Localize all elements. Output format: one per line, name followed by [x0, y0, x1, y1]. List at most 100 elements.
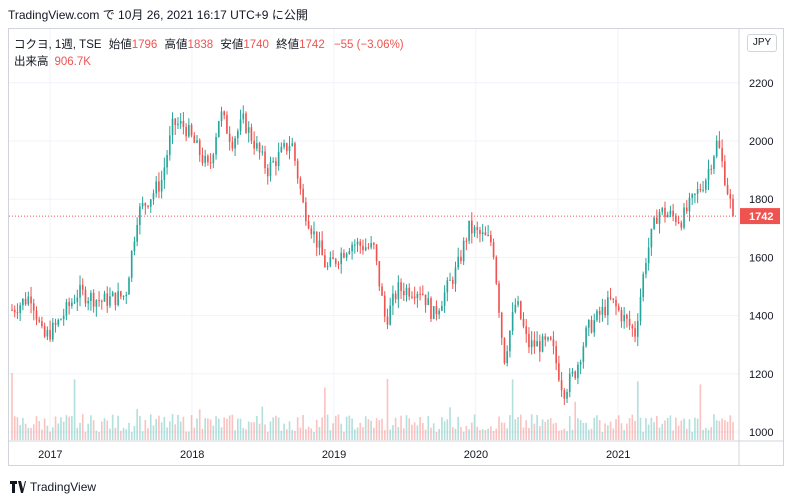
volume-bar — [397, 427, 400, 440]
candle-body — [541, 336, 544, 352]
volume-legend: 出来高 906.7K — [14, 53, 91, 69]
candle-body — [389, 305, 392, 325]
candle-body — [231, 141, 234, 149]
volume-bar — [76, 427, 79, 440]
candle-body — [511, 312, 514, 331]
volume-bar — [38, 421, 41, 440]
candle-body — [351, 244, 353, 252]
candle-body — [32, 303, 35, 311]
candle-body — [60, 319, 62, 321]
candle-body — [261, 151, 264, 153]
volume-bar — [340, 423, 343, 440]
volume-bar — [604, 423, 606, 440]
candle-body — [288, 146, 291, 152]
publish-caption: TradingView.com で 10月 26, 2021 16:17 UTC… — [8, 8, 308, 22]
candle-body — [460, 256, 462, 262]
candle-body — [242, 113, 245, 120]
candle-body — [217, 121, 220, 138]
candle-body — [103, 293, 106, 302]
candle-body — [275, 161, 277, 167]
volume-bar — [345, 416, 348, 440]
volume-bar — [269, 421, 272, 440]
candle-body — [435, 306, 438, 315]
volume-bar — [661, 423, 664, 440]
volume-bar — [182, 416, 185, 440]
volume-bar — [568, 416, 571, 440]
candle-body — [49, 329, 51, 340]
volume-bar — [125, 429, 128, 440]
volume-bar — [305, 429, 307, 440]
volume-bar — [514, 419, 517, 440]
volume-bar — [691, 431, 694, 440]
candle-body — [356, 241, 359, 245]
volume-bar — [277, 417, 280, 440]
volume-bar — [114, 427, 117, 440]
candle-body — [139, 206, 141, 225]
volume-bar — [332, 423, 334, 440]
candle-body — [256, 143, 258, 149]
volume-bar — [13, 416, 16, 440]
volume-bar — [122, 428, 125, 440]
volume-bar — [558, 430, 560, 440]
candle-body — [73, 302, 76, 304]
candle-body — [713, 156, 715, 170]
volume-bar — [422, 422, 424, 440]
candle-body — [490, 235, 492, 243]
candle-body — [718, 140, 721, 148]
candle-body — [147, 205, 149, 207]
candle-body — [234, 138, 236, 149]
volume-bar — [585, 422, 587, 440]
volume-bar — [139, 416, 141, 440]
volume-bar — [582, 423, 585, 440]
volume-bar — [185, 431, 187, 440]
volume-bar — [400, 415, 402, 440]
volume-bar — [721, 418, 723, 440]
candle-body — [81, 284, 84, 290]
volume-bar — [147, 428, 149, 440]
volume-bar — [386, 378, 389, 440]
price-tick-label: 1200 — [749, 369, 773, 381]
volume-bar — [155, 419, 158, 440]
volume-bar — [68, 416, 70, 440]
volume-bar — [16, 417, 19, 440]
candle-body — [672, 210, 674, 216]
volume-bar — [677, 425, 680, 440]
candle-body — [253, 140, 255, 149]
candle-body — [13, 309, 16, 313]
volume-bar — [555, 422, 557, 440]
candle-body — [223, 111, 226, 116]
volume-bar — [541, 419, 544, 440]
volume-bar — [41, 429, 43, 440]
volume-bar — [43, 418, 46, 440]
candle-body — [498, 283, 500, 313]
candle-body — [400, 282, 402, 291]
candle-body — [675, 215, 677, 223]
candle-body — [92, 292, 95, 307]
candle-body — [106, 293, 109, 306]
candle-body — [196, 140, 198, 143]
time-tick-label: 2017 — [38, 449, 62, 461]
candle-body — [612, 298, 615, 300]
candle-body — [519, 301, 522, 319]
currency-button[interactable]: JPY — [747, 34, 777, 52]
volume-bar — [234, 430, 236, 440]
candle-body — [658, 211, 661, 224]
volume-bar — [266, 431, 269, 440]
volume-bar — [152, 425, 155, 440]
tradingview-footer[interactable]: TradingView — [10, 480, 96, 494]
candle-body — [503, 337, 506, 364]
candle-body — [628, 318, 631, 326]
volume-bar — [724, 420, 726, 440]
candle-body — [163, 167, 166, 180]
candle-body — [536, 341, 538, 347]
volume-bar — [375, 418, 378, 440]
candle-body — [653, 217, 655, 229]
candle-body — [639, 296, 642, 322]
volume-bar — [416, 425, 419, 440]
volume-bar — [324, 387, 326, 440]
volume-bar — [109, 428, 111, 440]
volume-bar — [201, 428, 204, 440]
volume-bar — [710, 427, 713, 440]
volume-bar — [198, 409, 201, 440]
